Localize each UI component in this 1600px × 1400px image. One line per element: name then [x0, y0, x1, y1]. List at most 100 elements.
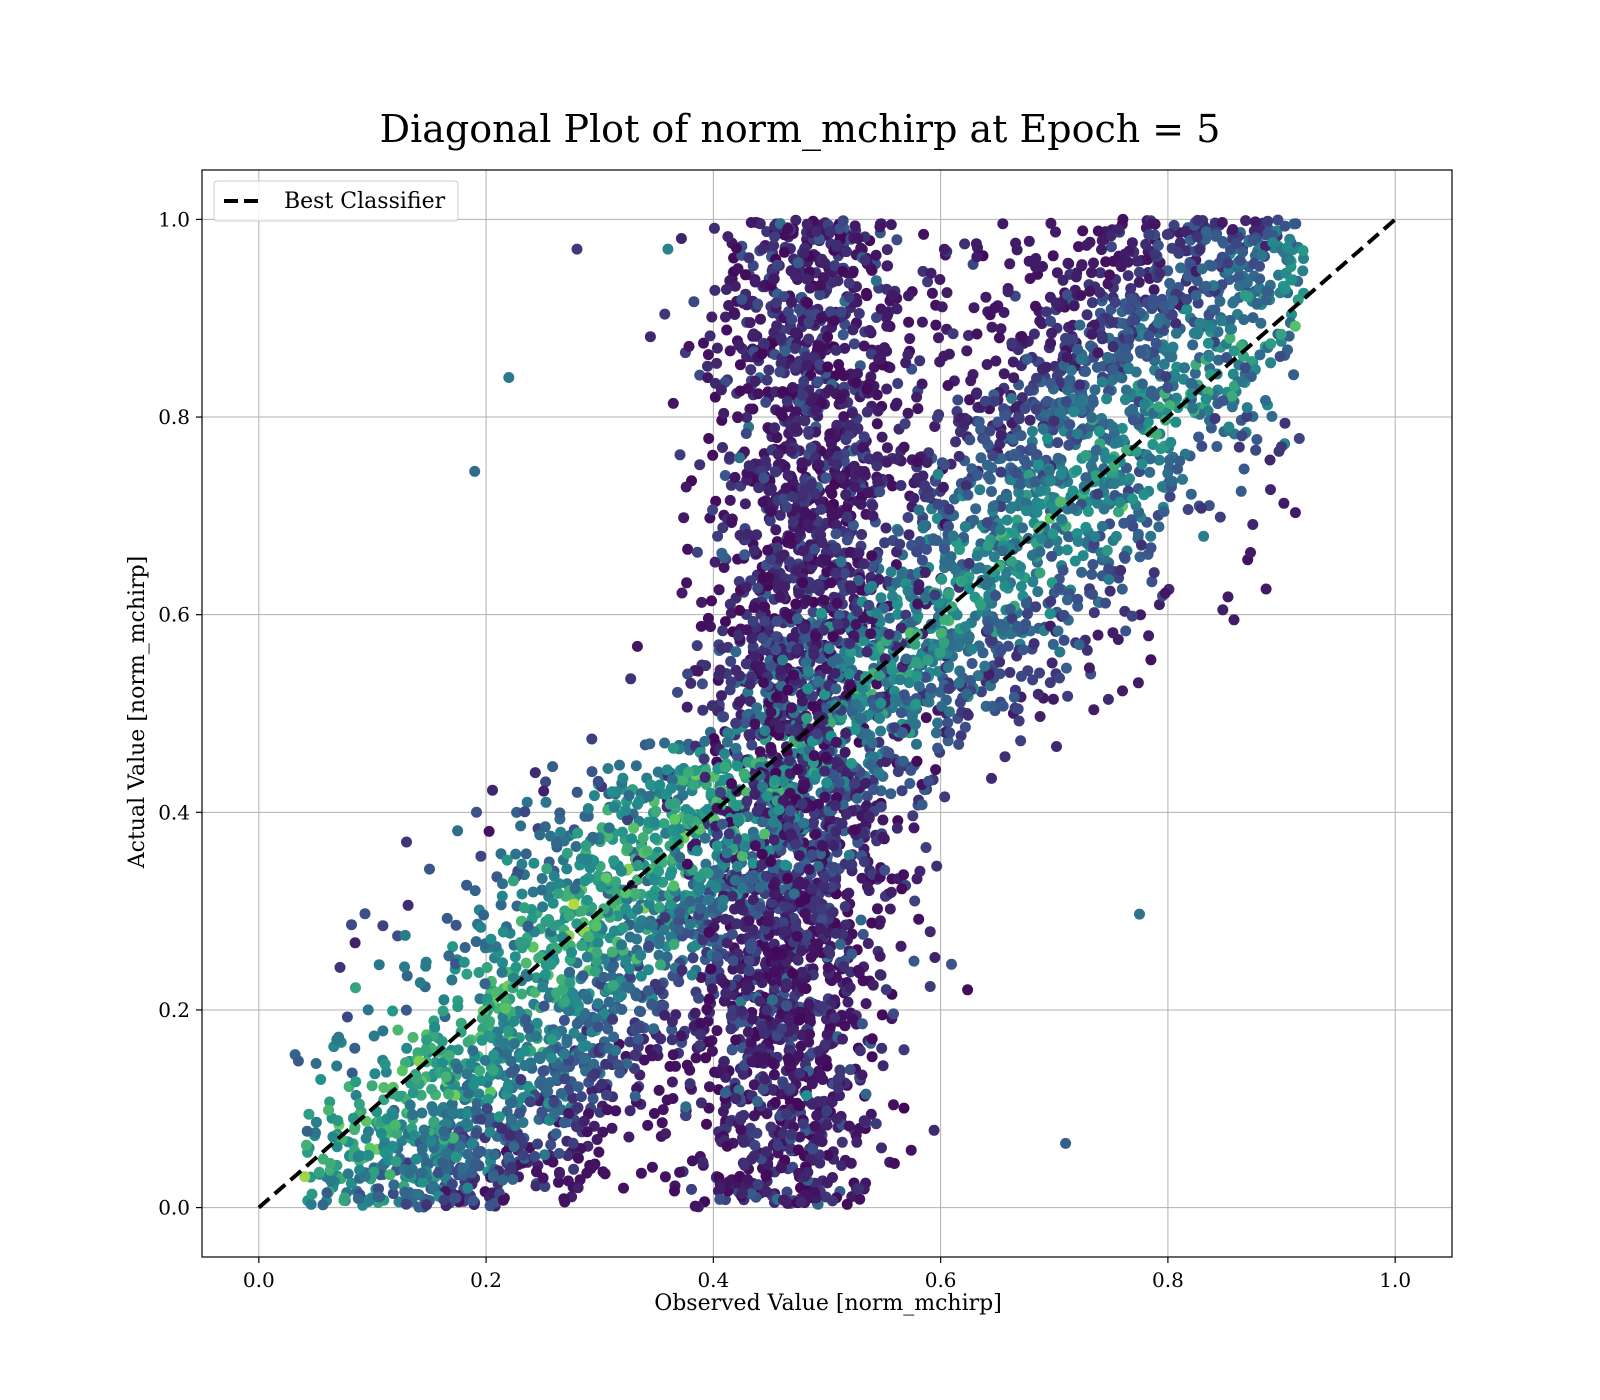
data-point — [854, 1193, 866, 1205]
data-point — [936, 301, 948, 313]
data-point — [882, 260, 894, 272]
data-point — [761, 1186, 773, 1198]
data-point — [1133, 266, 1145, 278]
data-point — [836, 1136, 848, 1148]
data-point — [1053, 582, 1065, 594]
data-point — [870, 1118, 882, 1130]
data-point — [694, 459, 706, 471]
data-point — [1265, 484, 1276, 496]
data-point — [1289, 507, 1301, 519]
data-point — [331, 1034, 343, 1045]
data-point — [1135, 609, 1146, 621]
data-point — [1112, 436, 1124, 448]
data-point — [362, 1004, 374, 1016]
data-point — [912, 403, 924, 415]
data-point — [568, 1163, 580, 1175]
data-point — [592, 775, 604, 787]
data-point — [596, 1078, 608, 1090]
data-point — [1189, 367, 1201, 379]
data-point — [1145, 530, 1157, 542]
data-point — [966, 658, 978, 669]
data-point — [702, 612, 714, 624]
data-point — [768, 1069, 780, 1081]
data-point — [1153, 521, 1165, 533]
data-point — [618, 1182, 629, 1194]
data-point — [1006, 337, 1018, 349]
data-point — [1061, 544, 1073, 556]
data-point — [1260, 583, 1272, 595]
data-point — [930, 727, 942, 739]
data-point — [1254, 349, 1266, 361]
data-point — [929, 421, 941, 432]
data-point — [1074, 319, 1086, 331]
data-point — [981, 517, 993, 529]
data-point — [1126, 610, 1138, 622]
data-point — [860, 287, 872, 299]
data-point — [528, 857, 540, 869]
data-point — [1251, 434, 1263, 445]
data-point — [497, 957, 508, 969]
data-point — [1275, 328, 1287, 340]
data-point — [867, 979, 879, 991]
data-point — [789, 362, 801, 374]
data-point — [1057, 564, 1069, 576]
data-point — [1010, 467, 1022, 479]
data-point — [558, 1014, 570, 1026]
data-point — [1171, 392, 1182, 404]
data-point — [1115, 564, 1127, 576]
data-point — [875, 725, 887, 737]
data-point — [529, 986, 541, 998]
data-point — [1034, 711, 1046, 722]
data-point — [950, 436, 962, 448]
data-point — [812, 578, 824, 590]
data-point — [981, 359, 993, 370]
data-point — [905, 1144, 917, 1156]
data-point — [1174, 237, 1186, 249]
data-point — [769, 465, 781, 477]
data-point — [792, 954, 804, 966]
data-point — [653, 949, 665, 961]
data-point — [765, 483, 777, 495]
data-point — [986, 321, 998, 333]
data-point — [1088, 257, 1099, 269]
data-point — [1046, 550, 1058, 562]
data-point — [839, 746, 851, 758]
data-point — [858, 340, 870, 352]
data-point — [655, 1033, 667, 1045]
data-point — [571, 1018, 583, 1030]
data-point — [686, 1183, 697, 1195]
data-point — [623, 1131, 635, 1143]
data-point — [932, 717, 944, 729]
data-point — [540, 776, 552, 788]
data-point — [1158, 506, 1170, 517]
data-point — [469, 885, 481, 897]
data-point — [888, 1158, 900, 1169]
data-point — [877, 1060, 889, 1072]
data-point — [879, 537, 891, 549]
data-point — [672, 686, 683, 698]
data-point — [1020, 598, 1032, 609]
data-point — [862, 938, 874, 949]
data-point — [1077, 550, 1089, 562]
data-point — [629, 1090, 641, 1102]
data-point — [891, 822, 903, 834]
data-point — [920, 842, 932, 853]
data-point — [1047, 693, 1059, 705]
data-point — [889, 400, 901, 412]
data-point — [1164, 454, 1175, 466]
data-point — [944, 727, 956, 739]
data-point — [909, 895, 921, 907]
data-point — [1073, 241, 1084, 253]
data-point — [765, 1121, 777, 1133]
data-point — [713, 584, 725, 596]
data-point — [997, 218, 1009, 230]
data-point — [1102, 693, 1114, 705]
data-point — [839, 901, 851, 913]
data-point — [359, 908, 371, 920]
data-point — [626, 833, 638, 845]
data-point — [1076, 566, 1088, 578]
data-point — [1015, 430, 1027, 442]
data-point — [696, 678, 708, 690]
data-point — [877, 814, 889, 826]
